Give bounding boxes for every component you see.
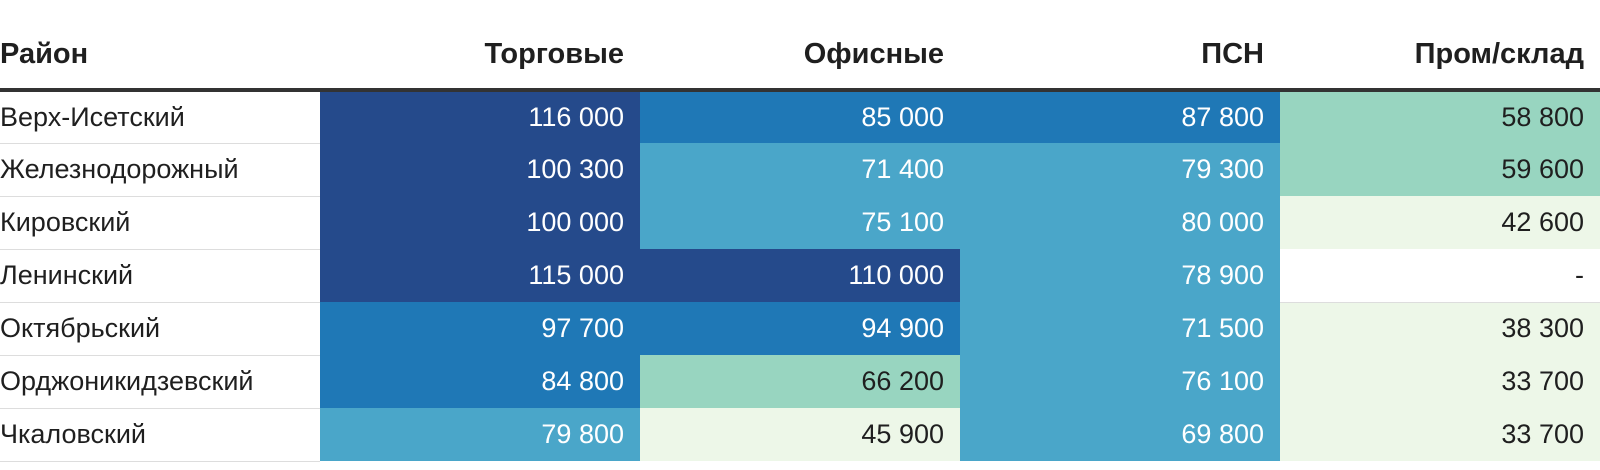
column-header-industrial[interactable]: Пром/склад — [1280, 20, 1600, 92]
table-row: Орджоникидзевский 84 800 66 200 76 100 33 70… — [0, 355, 1600, 409]
column-header-psn[interactable]: ПСН — [960, 20, 1280, 92]
table-body: Верх-Исетский 116 000 85 000 87 800 58 800 Же… — [0, 90, 1600, 462]
value-cell-retail: 116 000 — [320, 90, 640, 143]
table-row: Железнодорожный 100 300 71 400 79 300 59 600 — [0, 143, 1600, 197]
value-cell-retail: 115 000 — [320, 249, 640, 302]
table-header: Район Торговые Офисные ПСН Пром/склад — [0, 20, 1600, 92]
table-row: Верх-Исетский 116 000 85 000 87 800 58 800 — [0, 90, 1600, 144]
column-header-district[interactable]: Район — [0, 20, 320, 92]
value-cell-psn: 80 000 — [960, 196, 1280, 249]
value-cell-retail: 79 800 — [320, 408, 640, 461]
value-cell-office: 75 100 — [640, 196, 960, 249]
value-cell-office: 110 000 — [640, 249, 960, 302]
value-cell-psn: 79 300 — [960, 143, 1280, 196]
value-cell-office: 85 000 — [640, 90, 960, 143]
value-cell-psn: 87 800 — [960, 90, 1280, 143]
value-cell-industrial: - — [1280, 249, 1600, 303]
district-name-cell: Орджоникидзевский — [0, 355, 320, 409]
value-cell-industrial: 58 800 — [1280, 90, 1600, 143]
district-name-cell: Октябрьский — [0, 302, 320, 356]
table-row: Чкаловский 79 800 45 900 69 800 33 700 — [0, 408, 1600, 462]
value-cell-retail: 97 700 — [320, 302, 640, 355]
table-row: Октябрьский 97 700 94 900 71 500 38 300 — [0, 302, 1600, 356]
value-cell-office: 45 900 — [640, 408, 960, 461]
heatmap-table: Район Торговые Офисные ПСН Пром/склад Ве… — [0, 20, 1600, 462]
value-cell-retail: 100 000 — [320, 196, 640, 249]
value-cell-psn: 76 100 — [960, 355, 1280, 408]
district-name-cell: Верх-Исетский — [0, 90, 320, 144]
value-cell-psn: 69 800 — [960, 408, 1280, 461]
column-header-office[interactable]: Офисные — [640, 20, 960, 92]
district-name-cell: Чкаловский — [0, 408, 320, 462]
district-name-cell: Кировский — [0, 196, 320, 250]
value-cell-industrial: 33 700 — [1280, 408, 1600, 461]
value-cell-industrial: 42 600 — [1280, 196, 1600, 249]
table-row: Кировский 100 000 75 100 80 000 42 600 — [0, 196, 1600, 250]
value-cell-industrial: 38 300 — [1280, 302, 1600, 355]
value-cell-industrial: 33 700 — [1280, 355, 1600, 408]
district-name-cell: Железнодорожный — [0, 143, 320, 197]
value-cell-office: 66 200 — [640, 355, 960, 408]
value-cell-office: 71 400 — [640, 143, 960, 196]
value-cell-psn: 71 500 — [960, 302, 1280, 355]
header-row: Район Торговые Офисные ПСН Пром/склад — [0, 20, 1600, 92]
district-name-cell: Ленинский — [0, 249, 320, 303]
value-cell-retail: 84 800 — [320, 355, 640, 408]
value-cell-industrial: 59 600 — [1280, 143, 1600, 196]
value-cell-office: 94 900 — [640, 302, 960, 355]
value-cell-retail: 100 300 — [320, 143, 640, 196]
table-row: Ленинский 115 000 110 000 78 900- — [0, 249, 1600, 303]
value-cell-psn: 78 900 — [960, 249, 1280, 302]
column-header-retail[interactable]: Торговые — [320, 20, 640, 92]
